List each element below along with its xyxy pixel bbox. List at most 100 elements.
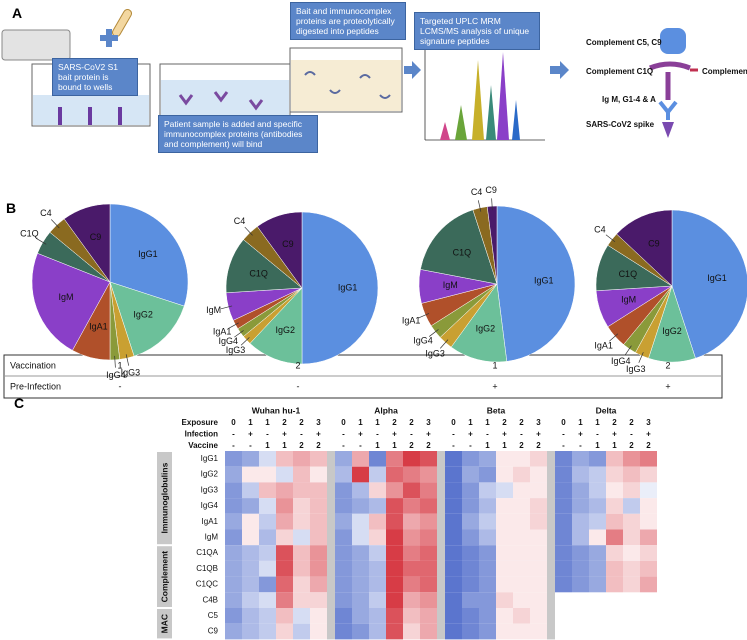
pie-label: IgM [443,280,458,290]
header-value: - [630,430,633,439]
pie-label: IgG4 [218,336,238,346]
header-value: 1 [358,418,363,427]
header-value: + [468,430,473,439]
heatmap-cell [530,545,547,561]
heatmap-cell [462,529,479,546]
pie-label: IgG2 [476,324,496,334]
heatmap-cell [555,529,572,546]
header-value: - [359,441,362,450]
heatmap-cell [530,529,547,546]
heatmap-cell [640,451,657,467]
heatmap-cell [352,466,369,483]
heatmap-cell [606,545,623,561]
column-group-label: Beta [487,405,506,415]
heatmap-cell [310,545,327,561]
heatmap-cell [513,592,530,608]
heatmap-cell [276,560,293,577]
row-group-label: MAC [159,614,169,633]
heatmap-cell [293,560,310,577]
heatmap-cell [589,560,606,577]
heatmap-cell [225,560,242,577]
c5-icon [660,28,686,54]
heatmap-cell [276,608,293,624]
heatmap-cell [225,529,242,546]
leader-line [624,345,632,356]
heatmap-cell [276,466,293,483]
leader-line [418,313,430,319]
heatmap-cell [352,623,369,640]
heatmap-cell [496,498,513,514]
heatmap-cell [462,513,479,530]
step-box: Patient sample is added and specific imm… [158,115,318,153]
heatmap-cell [572,513,589,530]
heatmap-cell [496,482,513,499]
heatmap-cell [445,545,462,561]
leader-line [220,305,233,310]
heatmap-cell [293,592,310,608]
heatmap-cell [352,529,369,546]
header-value: - [266,430,269,439]
peak [512,100,520,140]
pie-label: C4 [40,208,52,218]
heatmap-cell [369,513,386,530]
heatmap-cell [335,608,352,624]
leader-line [240,337,250,346]
heatmap-cell [623,560,640,577]
heatmap-cell [420,498,437,514]
header-value: 0 [451,418,456,427]
heatmap-cell [530,498,547,514]
pie-label: IgG4 [611,356,631,366]
heatmap-cell [335,576,352,593]
panel-label: B [6,200,17,216]
leader-line [51,219,60,229]
pie-slice [256,211,303,289]
pie-label: C9 [485,185,497,195]
panel-label: A [12,5,23,21]
peak [472,60,484,140]
row-group-band [157,609,172,639]
heatmap-cell [589,576,606,593]
header-value: 2 [392,418,397,427]
heatmap-cell [606,498,623,514]
peak [497,52,509,140]
heatmap-cell [589,513,606,530]
pie-label: IgG1 [707,273,727,283]
heatmap-cell [369,560,386,577]
heatmap-cell [276,576,293,593]
heatmap-cell [310,560,327,577]
pie-label: IgG3 [226,345,246,355]
leader-line [609,333,619,342]
header-value: 2 [316,441,321,450]
heatmap-cell [403,482,420,499]
heatmap-cell [572,529,589,546]
heatmap-cell [530,466,547,483]
header-value: - [486,430,489,439]
complex-label: SARS-CoV2 spike [586,120,655,129]
heatmap-cell [640,482,657,499]
header-value: 0 [231,418,236,427]
heatmap-cell [572,545,589,561]
heatmap-cell [242,608,259,624]
heatmap-cell [555,482,572,499]
heatmap-cell [369,545,386,561]
header-row-label: Vaccine [188,441,218,450]
heatmap-cell [445,592,462,608]
heatmap-cell [259,529,276,546]
heatmap-cell [530,608,547,624]
header-value: 0 [561,418,566,427]
pie-label: C4 [594,224,606,234]
heatmap-cell [386,451,403,467]
heatmap-cell [445,451,462,467]
heatmap-cell [513,576,530,593]
row-group-label: Immunoglobulins [159,462,169,533]
group-separator [327,451,335,640]
heatmap-cell [513,529,530,546]
header-value: 2 [629,441,634,450]
row-label: IgG1 [201,454,219,463]
heatmap-cell [293,529,310,546]
pie-label: IgM [206,305,221,315]
leader-line [114,355,116,368]
pie-label: IgA1 [594,341,613,351]
heatmap-cell [369,498,386,514]
